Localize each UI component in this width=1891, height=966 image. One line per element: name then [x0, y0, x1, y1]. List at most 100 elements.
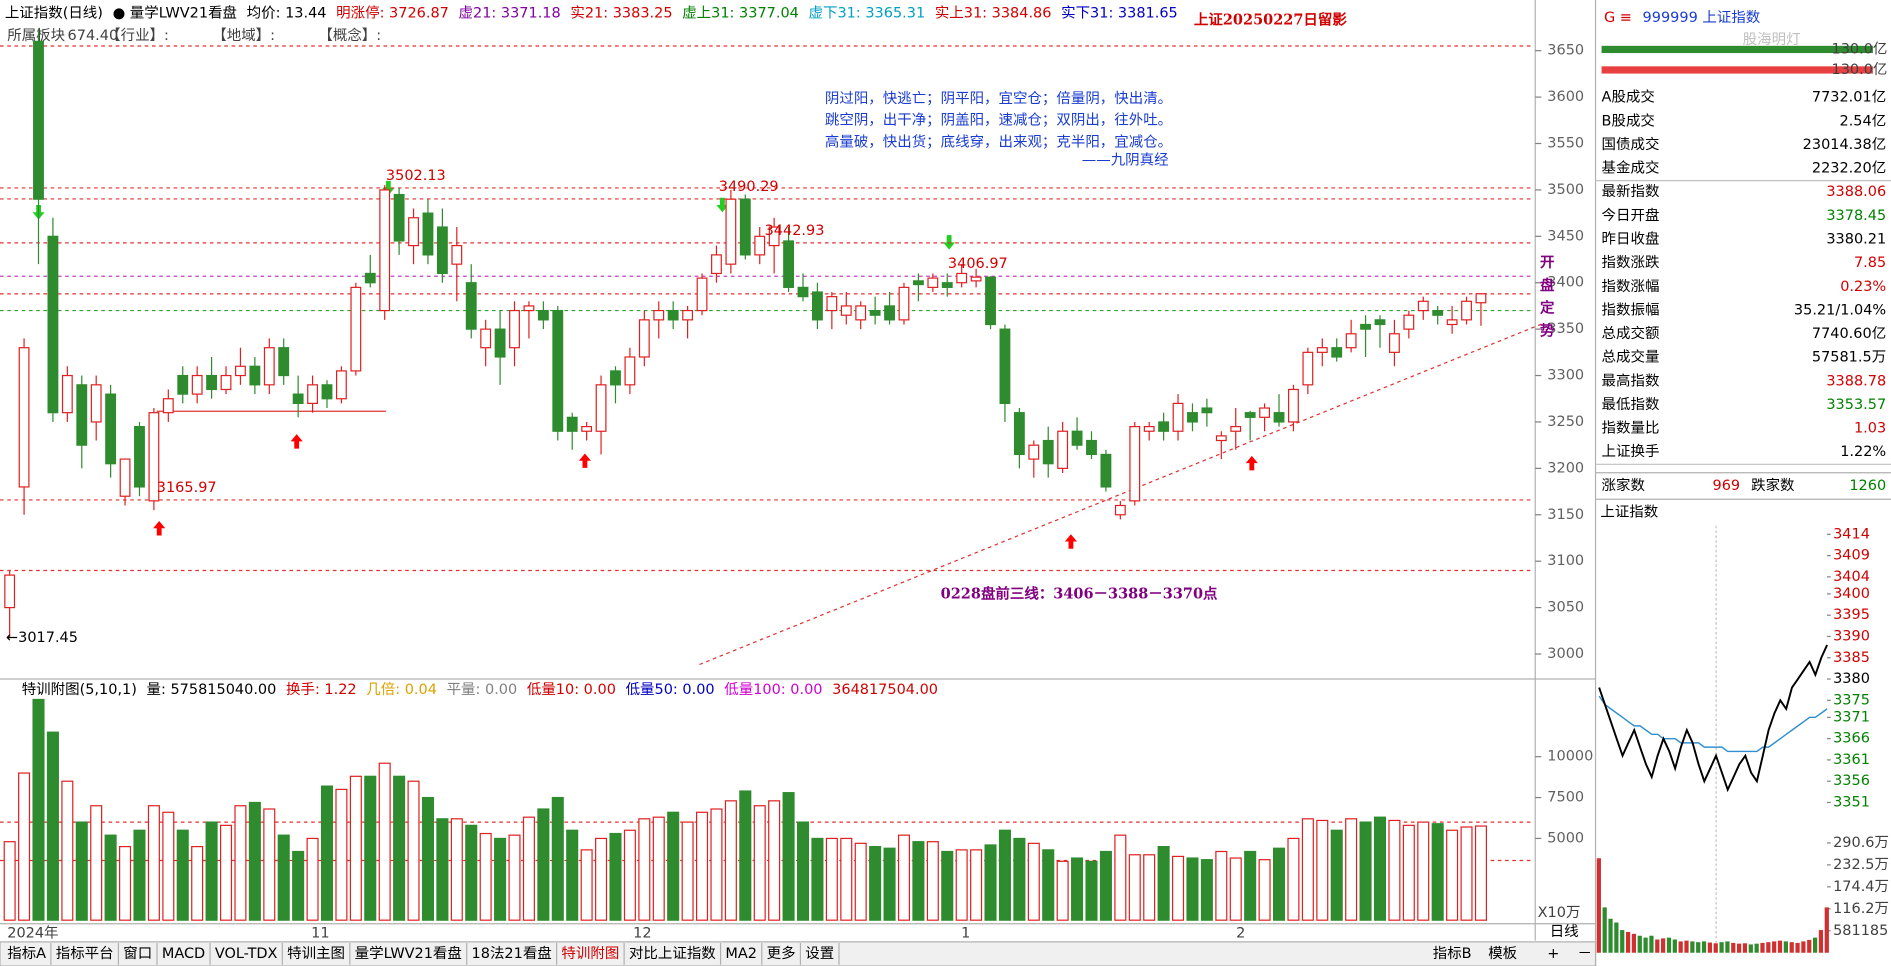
tab[interactable]: 指标B	[1433, 945, 1472, 962]
tab[interactable]: MACD	[162, 946, 205, 962]
candle-body	[1042, 439, 1054, 465]
intraday-volume	[1666, 937, 1672, 953]
quote-value: 3353.57	[1826, 397, 1886, 413]
intraday-volume	[1748, 944, 1753, 953]
price-label: ←3017.45	[6, 630, 78, 646]
intraday-volume	[1766, 942, 1771, 953]
tab[interactable]: 窗口	[123, 944, 152, 962]
y-tick-label: 3100	[1547, 553, 1584, 569]
tab[interactable]: VOL-TDX	[215, 946, 278, 962]
intraday-volume	[1649, 935, 1654, 953]
volume-bar	[551, 796, 564, 921]
tab[interactable]: 18法21看盘	[472, 944, 552, 962]
header-item: 虚下31: 3365.31	[809, 4, 926, 21]
candle-body	[292, 393, 304, 404]
quote-prefix: G ≡	[1604, 10, 1632, 26]
y-tick-label: 3350	[1547, 321, 1584, 337]
price-label: 3490.29	[719, 179, 779, 195]
tab[interactable]: 指标平台	[56, 945, 114, 962]
quote-value: 3388.06	[1826, 184, 1886, 200]
tab[interactable]: 设置	[805, 945, 834, 962]
candle-body	[1360, 323, 1371, 330]
candle-body	[162, 398, 174, 414]
volume-header: 低量10: 0.00	[527, 681, 616, 698]
volume-bar	[1431, 823, 1444, 921]
quote-title: 999999 上证指数	[1643, 9, 1761, 26]
intraday-volume	[1777, 940, 1783, 953]
candle-body	[768, 226, 780, 247]
volume-bar	[119, 846, 132, 921]
candle-body	[422, 212, 434, 256]
price-label: 3442.93	[765, 223, 825, 239]
quote-value: 2.54亿	[1839, 112, 1886, 129]
intraday-volume	[1672, 939, 1677, 953]
candle-body	[884, 305, 895, 321]
tab[interactable]: 特训附图	[561, 945, 619, 962]
tab[interactable]: MA2	[725, 946, 757, 962]
volume-bar	[407, 780, 420, 921]
chart-title: 上证20250227日留影	[1194, 11, 1347, 29]
candle-body	[739, 198, 751, 256]
candle-body	[1143, 425, 1155, 432]
volume-bar	[883, 847, 896, 921]
candle-body	[480, 328, 492, 349]
vertical-note: 定	[1540, 299, 1555, 317]
signal-arrows	[32, 180, 1258, 549]
intraday-volume	[1701, 941, 1707, 953]
candle-body	[206, 374, 218, 391]
volume-bar	[1229, 857, 1242, 921]
y-tick-label: 290.6万	[1833, 835, 1889, 851]
candle-body	[1273, 412, 1285, 423]
tab[interactable]: 特训主图	[287, 945, 345, 962]
tab[interactable]: 指标A	[7, 945, 46, 962]
sub-header: 【概念】:	[318, 26, 381, 44]
quote-value: 3388.78	[1826, 373, 1886, 389]
tab[interactable]: 更多	[767, 945, 796, 962]
date-label: 1	[961, 925, 970, 941]
tab[interactable]: 模板	[1488, 944, 1517, 962]
volume-bar	[32, 698, 45, 921]
volume-bar	[623, 829, 636, 921]
period-tab[interactable]: 日线	[1550, 923, 1579, 940]
quote-label: 基金成交	[1602, 159, 1660, 177]
quote-label: 昨日收盘	[1602, 230, 1660, 248]
candle-body	[725, 198, 737, 265]
volume-header: 量: 575815040.00	[147, 682, 277, 698]
volume-bar	[1042, 849, 1055, 921]
candle-body	[1129, 425, 1141, 502]
candle-body	[249, 365, 261, 386]
y-tick-label: 3400	[1547, 275, 1584, 291]
y-tick-label: 3351	[1833, 794, 1870, 810]
quote-value: 57581.5万	[1812, 350, 1886, 366]
candle-body	[1417, 300, 1429, 312]
candle-body	[610, 370, 621, 386]
cap-bar	[1601, 45, 1873, 54]
intraday-volume	[1608, 918, 1613, 953]
quote-value: 2232.20亿	[1812, 160, 1886, 177]
watermark: 股海明灯	[1743, 31, 1801, 48]
volume-bar	[1345, 818, 1358, 921]
volume-bar	[436, 818, 449, 921]
zoom-button[interactable]: －	[1577, 946, 1591, 962]
quote-value: 0.23%	[1840, 279, 1886, 295]
candle-body	[1057, 430, 1069, 469]
intraday-volume	[1731, 942, 1736, 953]
y-tick-label: 3500	[1547, 182, 1584, 198]
volume-bar	[1402, 824, 1415, 921]
volume-bar	[1287, 837, 1300, 921]
candle-body	[408, 217, 419, 247]
volume-header: 换手: 1.22	[286, 681, 357, 698]
zoom-button[interactable]: +	[1547, 946, 1559, 962]
volume-bar	[595, 837, 608, 921]
intraday-volume	[1602, 907, 1607, 953]
volume-bar	[176, 829, 189, 921]
tab[interactable]: 量学LWV21看盘	[355, 944, 462, 962]
y-tick-label: 232.5万	[1833, 857, 1889, 873]
tab[interactable]: 对比上证指数	[629, 945, 716, 962]
candle-body	[985, 276, 996, 326]
y-tick-label: 3200	[1547, 460, 1584, 476]
y-tick-label: 3371	[1833, 709, 1870, 725]
quote-label: 指数涨幅	[1602, 278, 1660, 295]
candle-body	[1475, 293, 1487, 304]
intraday-volume	[1754, 943, 1759, 953]
